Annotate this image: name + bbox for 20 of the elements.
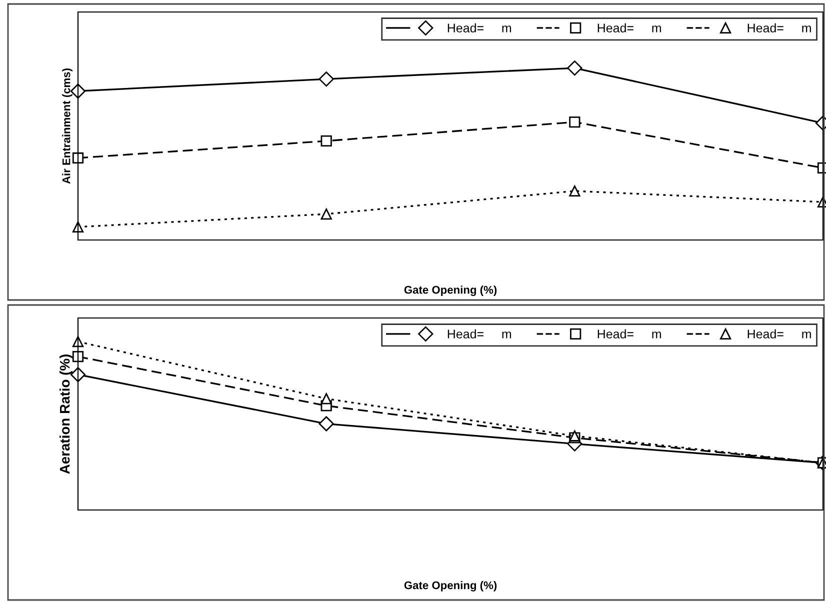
x-axis-title: Gate Opening (%) — [404, 581, 497, 592]
legend-label: Head= m — [748, 23, 811, 32]
point — [320, 208, 332, 220]
legend-label: Head= m — [598, 23, 661, 32]
point — [569, 116, 580, 128]
point — [72, 351, 84, 362]
legend-label: Head= m — [598, 329, 661, 338]
y-axis-title: Air Entrainment (cms) — [62, 68, 72, 184]
point — [318, 416, 334, 432]
legend-label: Head= m — [748, 329, 811, 338]
legend-label: Head= m — [448, 329, 512, 338]
point — [320, 135, 332, 147]
point — [320, 393, 332, 404]
legend-label: Head= m — [448, 23, 512, 32]
point — [318, 71, 334, 87]
point — [72, 152, 84, 164]
y-axis-title: Aeration Ratio (%) — [59, 354, 72, 474]
x-axis-title: Gate Opening (%) — [404, 286, 497, 296]
point — [567, 60, 582, 76]
point — [569, 185, 580, 197]
